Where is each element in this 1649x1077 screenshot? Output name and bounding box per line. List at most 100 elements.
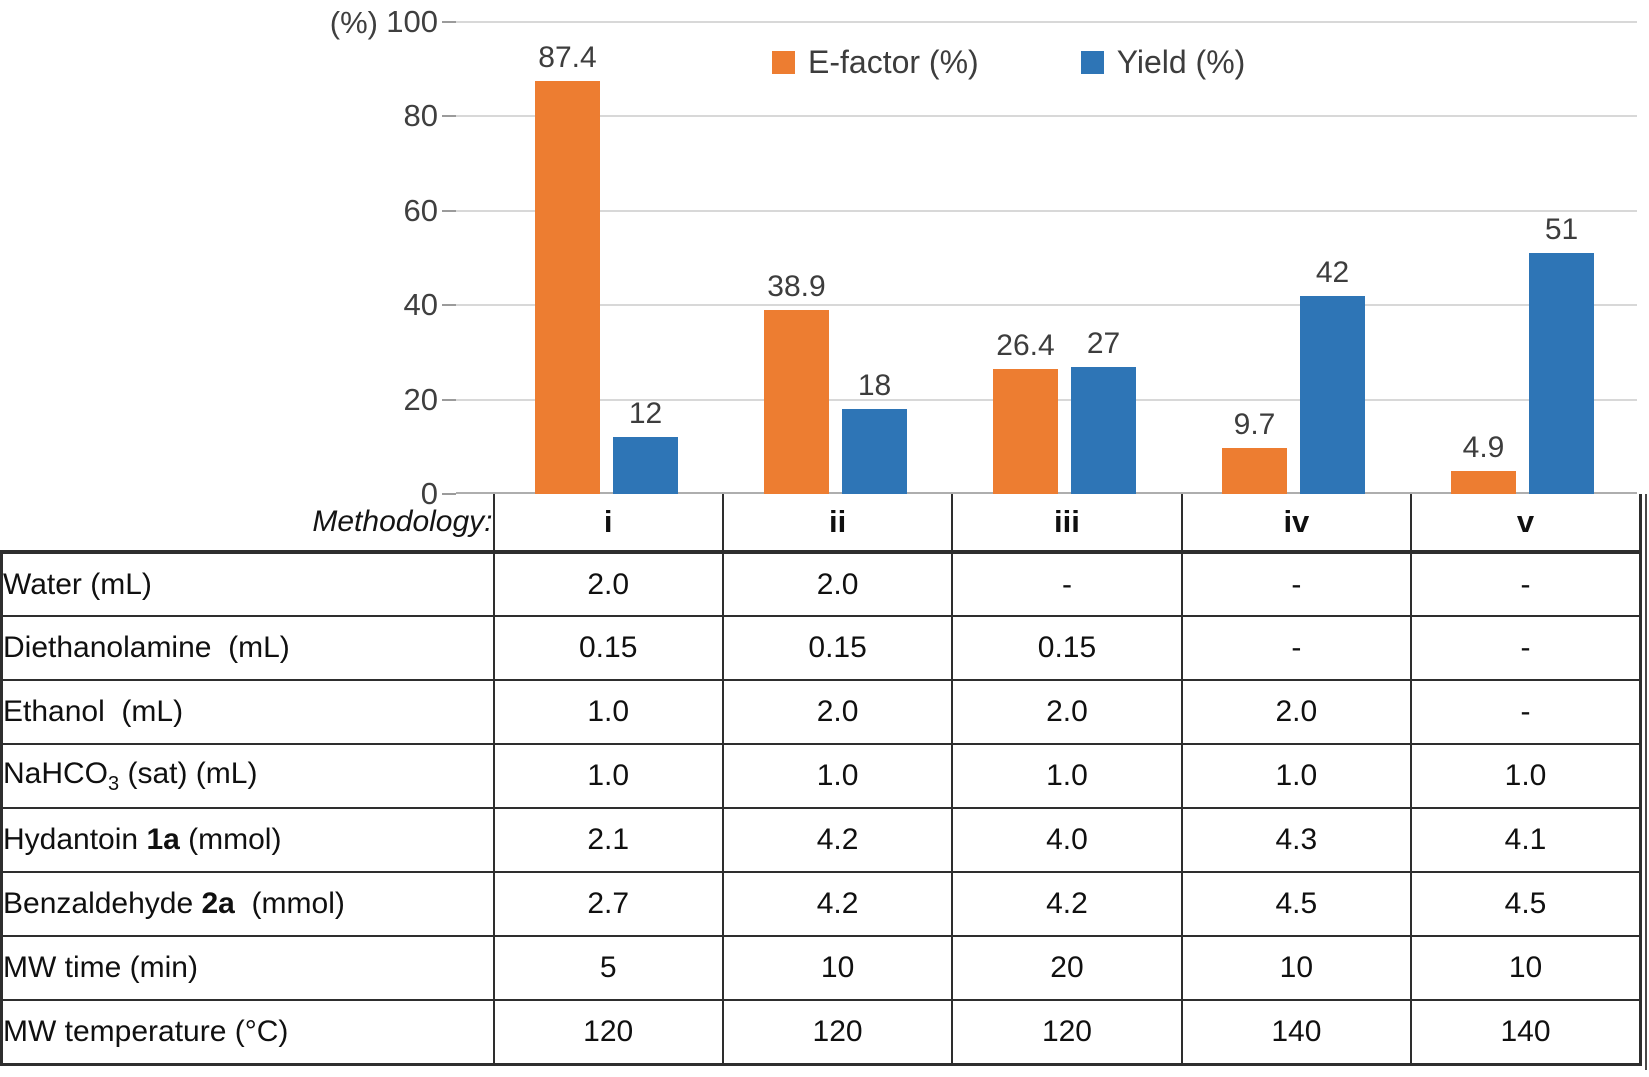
- table-cell-6-ii: 10: [721, 935, 954, 1001]
- table-cell-2-iii: 2.0: [951, 679, 1183, 745]
- y-tick-label-0: 0: [420, 476, 438, 511]
- legend-swatch-e-factor: [772, 51, 795, 74]
- y-axis-tick-0: [442, 493, 456, 495]
- table-cell-7-v: 140: [1410, 999, 1642, 1066]
- table-cell-7-ii: 120: [721, 999, 954, 1066]
- table-cell-3-v: 1.0: [1410, 743, 1642, 809]
- bar-e-factor-iii: [993, 369, 1058, 494]
- y-axis-unit-label: (%): [329, 5, 378, 40]
- table-cell-2-iv: 2.0: [1180, 679, 1413, 745]
- table-cell-6-i: 5: [492, 935, 724, 1001]
- grid-line-40: [456, 304, 1637, 307]
- bar-e-factor-ii: [764, 310, 829, 494]
- grid-line-80: [456, 115, 1637, 118]
- bar-e-factor-v: [1451, 470, 1516, 494]
- y-tick-label-100: 100: [386, 4, 438, 39]
- row-label-2: Ethanol (mL): [0, 679, 495, 745]
- table-cell-1-iii: 0.15: [951, 615, 1183, 681]
- bar-e-factor-iv: [1222, 448, 1287, 494]
- row-label-4: Hydantoin 1a (mmol): [0, 807, 495, 873]
- bar-chart: (%) E-factor (%) Yield (%) 0 20 40 60 80 100 8…: [0, 0, 1649, 511]
- bar-value-label-yield-i: 12: [628, 397, 663, 431]
- bar-e-factor-i: [535, 81, 600, 494]
- table-cell-5-iii: 4.2: [951, 871, 1183, 937]
- table-cell-2-i: 1.0: [492, 679, 724, 745]
- table-cell-2-ii: 2.0: [721, 679, 954, 745]
- table-cell-4-iv: 4.3: [1180, 807, 1413, 873]
- chart-legend: E-factor (%) Yield (%): [772, 44, 1245, 81]
- table-right-double-border: [1645, 494, 1647, 1070]
- y-tick-label-20: 20: [403, 381, 438, 417]
- row-label-7: MW temperature (°C): [0, 999, 495, 1066]
- table-cell-6-iv: 10: [1180, 935, 1413, 1001]
- table-cell-7-iv: 140: [1180, 999, 1413, 1066]
- table-cell-0-i: 2.0: [492, 550, 724, 617]
- bar-value-label-e-factor-iii: 26.4: [996, 329, 1055, 363]
- y-axis-tick-80: [442, 115, 456, 118]
- bar-value-label-yield-iii: 27: [1086, 326, 1121, 360]
- table-cell-4-v: 4.1: [1410, 807, 1642, 873]
- table-cell-5-v: 4.5: [1410, 871, 1642, 937]
- table-cell-1-i: 0.15: [492, 615, 724, 681]
- y-axis-tick-40: [442, 304, 456, 307]
- bar-yield-i: [613, 437, 678, 494]
- y-axis-tick-60: [442, 209, 456, 212]
- table-cell-3-iv: 1.0: [1180, 743, 1413, 809]
- legend-item-e-factor: E-factor (%): [772, 44, 979, 81]
- bar-value-label-e-factor-i: 87.4: [538, 41, 597, 75]
- table-cell-1-iv: -: [1180, 615, 1413, 681]
- column-header-ii: ii: [721, 494, 954, 553]
- grid-line-60: [456, 209, 1637, 212]
- table-cell-0-ii: 2.0: [721, 550, 954, 617]
- bar-value-label-yield-v: 51: [1544, 213, 1579, 247]
- column-header-i: i: [492, 494, 724, 553]
- methodology-table: Methodology: i ii iii iv v Water (mL) 2.0 2.0- -…: [0, 494, 1642, 1066]
- y-axis-tick-100: [442, 21, 456, 23]
- table-cell-4-iii: 4.0: [951, 807, 1183, 873]
- row-label-1: Diethanolamine (mL): [0, 615, 495, 681]
- table-cell-0-iii: -: [951, 550, 1183, 617]
- row-label-5: Benzaldehyde 2a (mmol): [0, 871, 495, 937]
- table-cell-1-v: -: [1410, 615, 1642, 681]
- table-row-2: Ethanol (mL) 1.0 2.0 2.0 2.0-: [0, 679, 1642, 745]
- table-row-1: Diethanolamine (mL) 0.15 0.15 0.15- -: [0, 615, 1642, 681]
- bar-yield-iv: [1300, 295, 1365, 494]
- table-row-3: NaHCO3 (sat) (mL) 1.0 1.0 1.0 1.0 1.0: [0, 743, 1642, 809]
- y-tick-label-80: 80: [403, 98, 438, 134]
- table-cell-3-ii: 1.0: [721, 743, 954, 809]
- bar-value-label-yield-ii: 18: [857, 369, 892, 403]
- table-cell-7-iii: 120: [951, 999, 1183, 1066]
- grid-line-100: [456, 21, 1637, 23]
- table-cell-6-iii: 20: [951, 935, 1183, 1001]
- bar-value-label-e-factor-v: 4.9: [1462, 430, 1505, 464]
- methodology-label: Methodology:: [312, 505, 493, 538]
- table-row-5: Benzaldehyde 2a (mmol) 2.7 4.2 4.2 4.5 4.5: [0, 871, 1642, 937]
- table-row-0: Water (mL) 2.0 2.0- - -: [0, 550, 1642, 617]
- table-cell-3-i: 1.0: [492, 743, 724, 809]
- table-cell-0-iv: -: [1180, 550, 1413, 617]
- table-cell-3-iii: 1.0: [951, 743, 1183, 809]
- table-cell-4-i: 2.1: [492, 807, 724, 873]
- table-row-4: Hydantoin 1a (mmol) 2.1 4.2 4.0 4.3 4.1: [0, 807, 1642, 873]
- bar-value-label-e-factor-ii: 38.9: [767, 270, 826, 304]
- bar-value-label-e-factor-iv: 9.7: [1233, 408, 1276, 442]
- bar-yield-v: [1529, 253, 1594, 494]
- bar-yield-ii: [842, 409, 907, 494]
- table-cell-7-i: 120: [492, 999, 724, 1066]
- column-header-iii: iii: [951, 494, 1183, 553]
- bar-yield-iii: [1071, 366, 1136, 494]
- table-cell-0-v: -: [1410, 550, 1642, 617]
- column-header-iv: iv: [1180, 494, 1413, 553]
- table-cell-5-i: 2.7: [492, 871, 724, 937]
- y-axis-tick-20: [442, 398, 456, 401]
- table-cell-5-iv: 4.5: [1180, 871, 1413, 937]
- row-label-0: Water (mL): [0, 550, 495, 617]
- y-tick-label-40: 40: [403, 287, 438, 323]
- table-cell-4-ii: 4.2: [721, 807, 954, 873]
- table-cell-2-v: -: [1410, 679, 1642, 745]
- bar-value-label-yield-iv: 42: [1315, 255, 1350, 289]
- legend-label-yield: Yield (%): [1116, 44, 1246, 80]
- y-tick-label-60: 60: [403, 192, 438, 228]
- legend-item-yield: Yield (%): [1080, 44, 1246, 81]
